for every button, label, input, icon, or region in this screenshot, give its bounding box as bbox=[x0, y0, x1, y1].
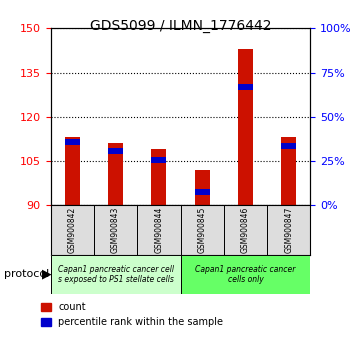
Bar bbox=[137, 205, 180, 255]
Bar bbox=[224, 205, 267, 255]
Text: Capan1 pancreatic cancer cell
s exposed to PS1 stellate cells: Capan1 pancreatic cancer cell s exposed … bbox=[57, 265, 174, 284]
Bar bbox=[281, 137, 296, 205]
Bar bbox=[267, 205, 310, 255]
Bar bbox=[195, 189, 210, 195]
Bar bbox=[238, 49, 253, 205]
Text: Capan1 pancreatic cancer
cells only: Capan1 pancreatic cancer cells only bbox=[195, 265, 296, 284]
Bar bbox=[94, 205, 137, 255]
Text: GSM900842: GSM900842 bbox=[68, 207, 77, 253]
Text: GDS5099 / ILMN_1776442: GDS5099 / ILMN_1776442 bbox=[90, 19, 271, 34]
Bar bbox=[195, 170, 210, 205]
Bar bbox=[51, 205, 94, 255]
Bar bbox=[108, 143, 123, 205]
Text: GSM900844: GSM900844 bbox=[155, 207, 163, 253]
Bar bbox=[65, 137, 80, 205]
Text: GSM900847: GSM900847 bbox=[284, 207, 293, 253]
Bar bbox=[180, 205, 224, 255]
Text: ▶: ▶ bbox=[42, 268, 52, 281]
Bar bbox=[281, 143, 296, 149]
Text: GSM900845: GSM900845 bbox=[198, 207, 206, 253]
Text: GSM900843: GSM900843 bbox=[111, 207, 120, 253]
Bar bbox=[238, 84, 253, 90]
Bar bbox=[51, 255, 180, 294]
Bar bbox=[108, 148, 123, 154]
Bar bbox=[180, 255, 310, 294]
Text: protocol: protocol bbox=[4, 269, 49, 279]
Bar bbox=[151, 156, 166, 162]
Text: GSM900846: GSM900846 bbox=[241, 207, 250, 253]
Legend: count, percentile rank within the sample: count, percentile rank within the sample bbox=[41, 302, 223, 327]
Bar bbox=[65, 139, 80, 145]
Bar bbox=[151, 149, 166, 205]
